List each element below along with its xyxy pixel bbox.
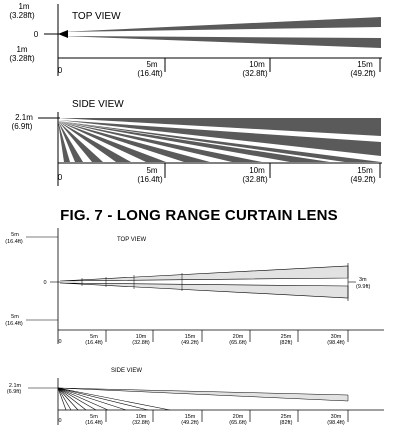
lower-top-beam-upper (59, 265, 349, 282)
lower-side-y-height-m: 2.1m (9, 383, 22, 389)
lower-side-x-origin: 0 (58, 418, 61, 424)
upper-side-x-origin: 0 (58, 173, 63, 182)
upper-side-beam-wedge-5 (58, 121, 166, 162)
lower-top-tick-label-25m: 25m (281, 334, 292, 340)
lower-side-x-ticks: 5m(16.4ft) 10m(32.8ft) 15m(49.2ft) 20m(65.6… (85, 410, 349, 426)
upper-top-beam-lower (61, 36, 381, 48)
upper-side-beam-top (58, 118, 381, 136)
upper-top-y-upper-m: 1m (18, 2, 29, 11)
upper-top-y-center: 0 (34, 30, 39, 39)
lower-top-tick-label-15m: 15m (185, 334, 196, 340)
upper-side-tick-label-15m: 15m (357, 166, 373, 175)
lower-top-tick-label-10m-ft: (32.8ft) (132, 340, 150, 346)
upper-side-beam-wedge-7 (58, 121, 103, 162)
upper-side-beam-2 (58, 120, 381, 156)
lower-side-tick-label-25m: 25m (281, 414, 292, 420)
upper-top-tick-label-15m: 15m (357, 60, 373, 69)
lower-top-tick-label-10m: 10m (136, 334, 147, 340)
lower-side-beam-ray-4 (57, 387, 109, 411)
lower-side-tick-label-5m-ft: (16.4ft) (85, 420, 103, 426)
upper-side-beam-wedge-1 (58, 121, 381, 162)
lower-side-beam-ray-2 (57, 387, 149, 411)
lower-top-tick-label-30m: 30m (331, 334, 342, 340)
lower-side-beam-ray-6 (57, 387, 87, 411)
upper-top-y-lower-m: 1m (16, 45, 27, 54)
upper-side-beam-fan (58, 118, 381, 162)
upper-side-view-panel: SIDE VIEW 2.1m (6.9ft) 0 5m (16.4ft) 10m… (12, 99, 382, 186)
lower-side-tick-label-5m: 5m (90, 414, 98, 420)
lower-top-y-center: 0 (43, 280, 46, 286)
lower-side-y-height-ft: (6.9ft) (7, 389, 22, 395)
lower-side-tick-label-10m-ft: (32.8ft) (132, 420, 150, 426)
upper-top-tick-label-5m-ft: (16.4ft) (137, 69, 163, 78)
lower-top-tick-label-25m-ft: (82ft) (280, 340, 293, 346)
lower-top-view-title: TOP VIEW (117, 237, 146, 243)
lower-side-beam-ray-7 (57, 387, 79, 411)
figure-caption: FIG. 7 - LONG RANGE CURTAIN LENS (60, 207, 338, 224)
lower-side-view-panel: SIDE VIEW 2.1m (6.9ft) 0 5m(16.4ft) 10m(3… (7, 368, 384, 426)
upper-side-beam-wedge-2 (58, 121, 330, 162)
upper-side-beam-wedge-3 (58, 121, 262, 162)
lower-side-beam-ray-9 (57, 387, 67, 411)
lower-top-tick-label-15m-ft: (49.2ft) (181, 340, 199, 346)
upper-side-beam-wedge-6 (58, 121, 131, 162)
lower-side-tick-label-10m: 10m (136, 414, 147, 420)
upper-top-tick-label-5m: 5m (146, 60, 157, 69)
upper-side-tick-label-10m: 10m (249, 166, 265, 175)
lower-top-tick-label-5m: 5m (90, 334, 98, 340)
upper-side-y-height-ft: (6.9ft) (12, 122, 33, 131)
lower-top-y-upper-m: 5m (11, 232, 19, 238)
upper-side-y-height-m: 2.1m (15, 113, 33, 122)
lower-top-tick-label-20m-ft: (65.6ft) (229, 340, 247, 346)
lower-side-tick-label-15m-ft: (49.2ft) (181, 420, 199, 426)
lower-side-tick-label-30m-ft: (98.4ft) (327, 420, 345, 426)
upper-top-y-lower-ft: (3.28ft) (9, 54, 35, 63)
lower-top-right-label-m: 3m (359, 277, 367, 283)
upper-top-tick-label-10m-ft: (32.8ft) (242, 69, 268, 78)
lower-side-beam-ray-3 (57, 387, 127, 411)
lower-side-tick-label-20m: 20m (233, 414, 244, 420)
upper-side-beam-wedge-8 (58, 121, 83, 162)
lower-top-tick-label-30m-ft: (98.4ft) (327, 340, 345, 346)
lower-side-beam-ray-1 (57, 387, 171, 411)
lower-top-x-ticks: 5m(16.4ft) 10m(32.8ft) 15m(49.2ft) 20m(65.6… (85, 330, 349, 346)
lower-top-y-lower-m: 5m (11, 314, 19, 320)
upper-side-tick-label-5m-ft: (16.4ft) (137, 175, 163, 184)
lower-side-beam-ray-8 (57, 387, 72, 411)
upper-side-beam-wedge-9 (58, 121, 70, 162)
lower-side-beam-ray-5 (57, 387, 97, 411)
upper-top-view-panel: TOP VIEW 1m (3.28ft) 0 1m (3.28ft) 0 5m … (9, 2, 382, 78)
upper-top-y-upper-ft: (3.28ft) (9, 11, 35, 20)
upper-top-beam-upper (61, 17, 381, 32)
sensor-arrow-icon (58, 30, 68, 38)
upper-top-x-origin: 0 (58, 66, 63, 75)
lower-side-tick-label-30m: 30m (331, 414, 342, 420)
upper-top-view-title: TOP VIEW (72, 11, 121, 22)
lower-top-x-origin: 0 (58, 339, 61, 345)
lower-side-tick-label-15m: 15m (185, 414, 196, 420)
lower-top-right-label-ft: (9.9ft) (356, 284, 371, 290)
lower-top-tick-label-5m-ft: (16.4ft) (85, 340, 103, 346)
lower-top-y-upper-ft: (16.4ft) (5, 239, 23, 245)
lower-side-tick-label-20m-ft: (65.6ft) (229, 420, 247, 426)
lower-side-tick-label-25m-ft: (82ft) (280, 420, 293, 426)
upper-side-tick-label-15m-ft: (49.2ft) (350, 175, 376, 184)
lower-top-y-lower-ft: (16.4ft) (5, 321, 23, 327)
lower-top-tick-label-20m: 20m (233, 334, 244, 340)
upper-top-tick-label-10m: 10m (249, 60, 265, 69)
lower-side-beam-fan (57, 387, 349, 411)
upper-side-tick-label-10m-ft: (32.8ft) (242, 175, 268, 184)
lower-side-view-title: SIDE VIEW (111, 368, 142, 374)
lower-top-view-panel: TOP VIEW 5m (16.4ft) 0 5m (16.4ft) 3m (9… (5, 228, 384, 346)
lower-side-beam-long (57, 387, 349, 402)
upper-side-beam-wedge-4 (58, 121, 210, 162)
lower-top-beam-lower (59, 282, 349, 299)
upper-side-view-title: SIDE VIEW (72, 99, 124, 110)
upper-top-tick-label-15m-ft: (49.2ft) (350, 69, 376, 78)
upper-side-tick-label-5m: 5m (146, 166, 157, 175)
